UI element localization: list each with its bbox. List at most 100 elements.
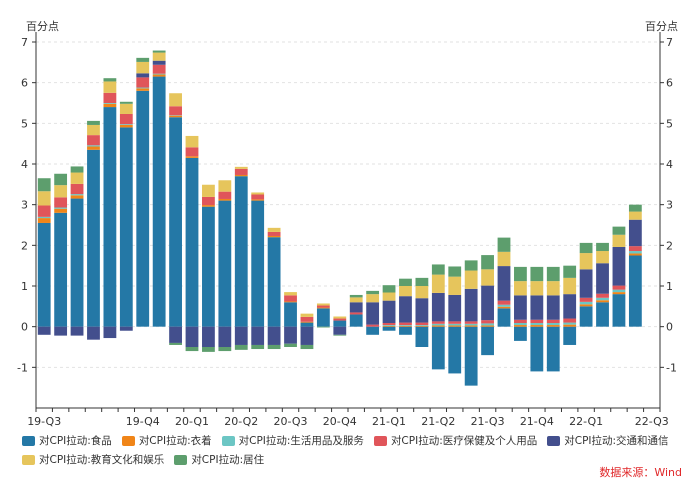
y-tick-label-right: 6 [666,77,673,90]
bar-segment [579,242,593,254]
bar-segment [218,180,232,192]
bar-segment [481,269,494,286]
legend-label-healthcare: 对CPI拉动:医疗保健及个人用品 [390,435,538,447]
bar-segment [300,316,314,322]
legend-swatch-food [22,435,35,446]
legend-item-transport[interactable]: 对CPI拉动:交通和通信 [547,433,669,448]
bar-segment [37,222,51,327]
bar-segment [70,195,84,199]
bar-segment [70,198,84,327]
bar-segment [514,323,527,326]
bar-segment [119,113,133,125]
bar-segment [234,168,248,175]
bar-segment [234,174,248,177]
bar-segment [284,292,297,296]
bar-segment [546,281,560,296]
bar-segment [54,185,68,198]
bar-segment [87,145,100,147]
bar-segment [546,325,560,327]
y-axis-unit-right: 百分点 [645,20,678,33]
bar-segment [514,325,527,327]
bar-segment [514,319,527,324]
bar-segment [382,326,396,331]
bar-segment [251,344,265,350]
bar-segment [152,50,166,53]
bar-segment [284,301,297,303]
y-tick-label-left: 2 [21,239,28,252]
legend-item-education[interactable]: 对CPI拉动:教育文化和娱乐 [22,452,164,467]
bar-segment [349,294,363,298]
legend-item-clothing[interactable]: 对CPI拉动:衣着 [121,433,212,448]
bar-segment [399,286,412,297]
bar-segment [612,292,626,295]
bar-segment [448,326,462,374]
legend-item-housing[interactable]: 对CPI拉动:居住 [174,452,264,467]
bar-segment [218,326,232,347]
bar-segment [284,326,297,344]
legend-label-education: 对CPI拉动:教育文化和娱乐 [39,454,165,466]
bar-segment [497,251,511,267]
bar-segment [530,325,544,327]
legend-label-household: 对CPI拉动:生活用品及服务 [238,435,364,447]
x-tick-label: 22-Q3 [635,415,669,428]
bar-segment [546,323,560,326]
bar-segment [628,246,642,252]
bar-segment [37,178,51,192]
bar-segment [54,212,68,327]
bar-segment [596,293,609,298]
bar-segment [431,323,445,326]
bar-segment [37,205,51,217]
bar-segment [103,107,117,327]
bar-segment [37,216,51,219]
x-tick-label: 22-Q1 [569,415,603,428]
bar-segment [218,198,232,201]
bar-segment [284,343,297,347]
bar-segment [333,334,347,336]
legend-item-household[interactable]: 对CPI拉动:生活用品及服务 [221,433,364,448]
legend-label-clothing: 对CPI拉动:衣着 [138,435,212,447]
bar-segment [136,88,150,91]
bar-segment [234,344,248,350]
bar-segment [103,78,117,82]
bar-segment [185,147,199,157]
y-tick-label-right: 3 [666,199,673,212]
bar-segment [70,172,84,184]
bar-segment [382,325,396,327]
bar-segment [431,325,445,327]
bar-segment [382,292,396,301]
bar-segment [119,124,133,125]
bar-segment [54,197,68,208]
bar-segment [431,326,445,370]
bar-segment [267,237,281,327]
bar-segment [628,219,642,247]
y-tick-label-left: 6 [21,77,28,90]
x-tick-label: 20-Q3 [274,415,308,428]
bar-segment [87,120,100,125]
bar-segment [415,325,429,327]
bar-segment [234,326,248,345]
bar-segment [87,149,100,327]
bar-segment [169,326,182,343]
bar-segment [218,200,232,327]
bar-segment [54,208,68,213]
bar-segment [169,106,182,116]
legend-swatch-clothing [121,435,135,446]
bar-segment [415,325,429,326]
x-tick-label: 21-Q1 [372,415,406,428]
x-tick-label: 19-Q3 [27,415,61,428]
y-tick-label-left: 4 [21,158,28,171]
bar-segment [399,322,412,326]
bar-segment [546,319,560,324]
bar-segment [431,274,445,293]
bar-segment [628,251,642,254]
bar-segment [382,325,396,326]
bar-segment [448,294,462,322]
legend-item-healthcare[interactable]: 对CPI拉动:医疗保健及个人用品 [373,433,538,448]
legend-item-food[interactable]: 对CPI拉动:食品 [22,433,112,448]
bar-segment [152,74,166,77]
bar-segment [333,318,347,321]
bar-segment [169,117,182,327]
bar-segment [563,318,577,323]
x-tick-label: 20-Q2 [224,415,258,428]
bar-segment [54,207,68,209]
